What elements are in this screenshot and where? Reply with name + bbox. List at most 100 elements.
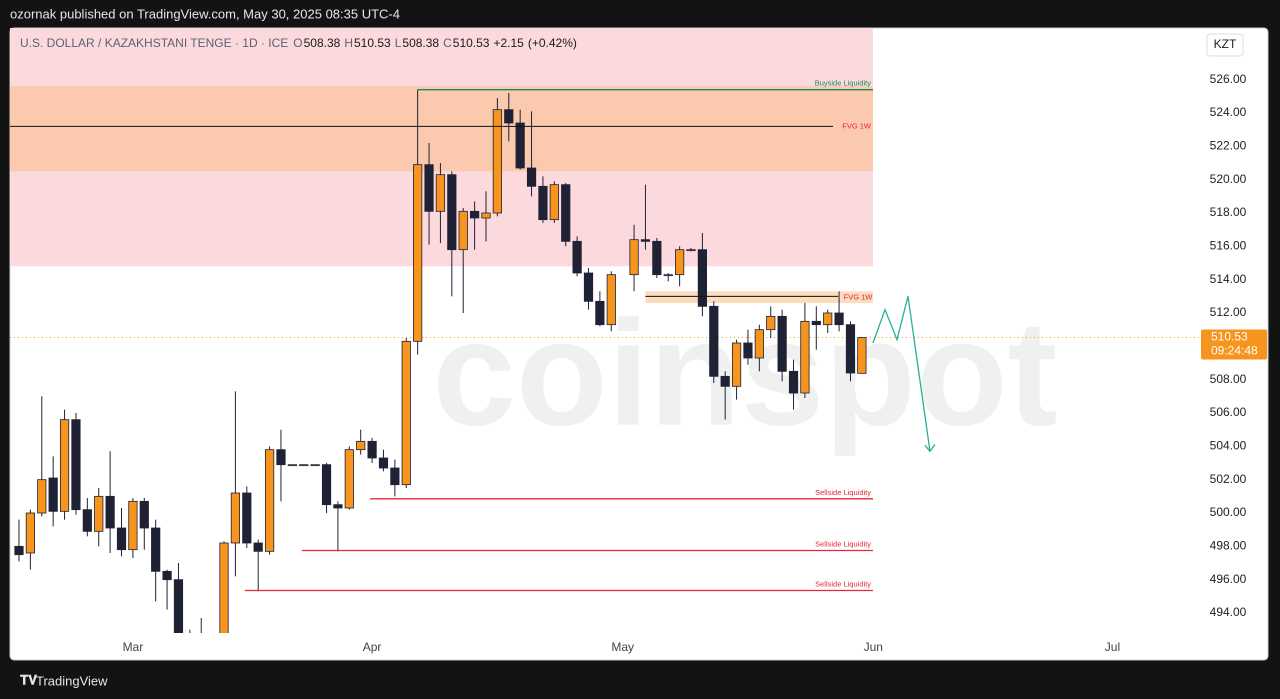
y-tick-label: 508.00: [1210, 372, 1247, 386]
candle-body: [731, 342, 742, 387]
candle-body: [754, 329, 764, 359]
currency: KZT: [1214, 37, 1237, 51]
candle-body: [344, 449, 354, 509]
candle-body: [811, 320, 821, 326]
legend-change: +2.15: [493, 36, 524, 50]
x-tick-label: Apr: [363, 640, 382, 654]
candle-body: [173, 579, 184, 633]
legend-key: O: [293, 36, 302, 50]
legend-title: U.S. DOLLAR / KAZAKHSTANI TENGE · 1D · I…: [20, 36, 288, 50]
candle-body: [116, 527, 127, 551]
candle-body: [469, 210, 480, 219]
candle-body: [777, 315, 787, 372]
candle-body: [652, 240, 662, 276]
y-tick-label: 524.00: [1210, 105, 1247, 119]
candle-body: [14, 545, 24, 556]
fvg-label: FVG 1W: [842, 121, 872, 130]
x-tick-label: May: [611, 640, 634, 654]
overlay: Buyside Liquidity FVG 1W FVG 1W Sellside Li…: [20, 33, 1267, 654]
candle-body: [640, 239, 651, 242]
candle-body: [310, 464, 320, 467]
tv-logo: 𝐓𝐕: [20, 672, 37, 687]
candle-body: [321, 464, 332, 506]
fvg-zone: [10, 86, 873, 172]
candle-body: [37, 479, 47, 514]
candle-body: [447, 174, 457, 251]
legend-value: 508.38: [402, 36, 439, 50]
candle-body: [128, 500, 138, 551]
price-tag-value: 510.53: [1211, 330, 1248, 344]
candle-body: [356, 440, 366, 451]
plot-area: coinspot: [10, 28, 1200, 633]
y-tick-label: 496.00: [1210, 572, 1247, 586]
buyside-label: Buyside Liquidity: [815, 79, 872, 88]
candle-body: [71, 419, 81, 511]
fvg-label: FVG 1W: [844, 292, 874, 301]
candle-body: [458, 210, 468, 251]
candle-body: [151, 527, 161, 572]
candle-body: [606, 274, 616, 326]
x-tick-label: Jun: [864, 640, 883, 654]
candle-body: [743, 342, 753, 359]
fvg-zone: [645, 291, 873, 303]
y-tick-label: 526.00: [1210, 72, 1247, 86]
candle-body: [583, 272, 594, 302]
candle-body: [276, 449, 286, 466]
candle-body: [492, 109, 502, 214]
candle-body: [675, 249, 685, 276]
candle-body: [162, 570, 172, 581]
candle-body: [766, 315, 776, 331]
projection-arrowhead: [924, 443, 936, 453]
candle-body: [538, 185, 548, 221]
y-tick-label: 500.00: [1210, 505, 1247, 519]
y-tick-label: 506.00: [1210, 405, 1247, 419]
legend-value: 510.53: [453, 36, 490, 50]
x-tick-label: Jul: [1105, 640, 1120, 654]
y-tick-label: 516.00: [1210, 239, 1247, 253]
candle-body: [378, 457, 389, 469]
candle-body: [526, 167, 537, 187]
candle-body: [629, 239, 639, 276]
candle-body: [82, 509, 92, 532]
legend-value: 510.53: [354, 36, 391, 50]
candle-body: [219, 542, 229, 633]
candle-body: [572, 240, 582, 274]
y-tick-label: 520.00: [1210, 172, 1247, 186]
candle-body: [481, 212, 491, 219]
sellside-label: Sellside Liquidity: [815, 539, 871, 548]
legend-change-pct: (+0.42%): [528, 36, 577, 50]
candle-body: [834, 312, 844, 326]
candle-body: [857, 337, 867, 374]
candle-body: [504, 109, 514, 124]
watermark: coinspot: [433, 289, 1058, 457]
candle-body: [390, 467, 400, 486]
brand: TradingView: [36, 673, 108, 688]
candle-body: [367, 440, 377, 459]
candle-body: [105, 495, 115, 529]
y-tick-label: 502.00: [1210, 472, 1247, 486]
candle-body: [139, 500, 149, 529]
sellside-label: Sellside Liquidity: [815, 579, 871, 588]
currency-box: [1206, 33, 1244, 57]
sellside-label: Sellside Liquidity: [815, 488, 871, 497]
legend-key: H: [344, 36, 353, 50]
candle-body: [800, 320, 810, 394]
y-tick-label: 522.00: [1210, 139, 1247, 153]
candle-body: [59, 419, 70, 512]
y-tick-label: 512.00: [1210, 305, 1247, 319]
candle-body: [299, 464, 309, 467]
candle-body: [709, 305, 719, 377]
candle-body: [663, 274, 673, 277]
legend-key: C: [443, 36, 452, 50]
y-tick-label: 518.00: [1210, 205, 1247, 219]
publisher: ozornak published on TradingView.com, Ma…: [10, 6, 400, 21]
candle-body: [287, 464, 297, 467]
candle-body: [686, 249, 696, 252]
y-tick-label: 514.00: [1210, 272, 1247, 286]
x-tick-label: Mar: [123, 640, 144, 654]
candle-body: [720, 375, 730, 387]
y-tick-label: 504.00: [1210, 439, 1247, 453]
candle-body: [48, 477, 58, 512]
